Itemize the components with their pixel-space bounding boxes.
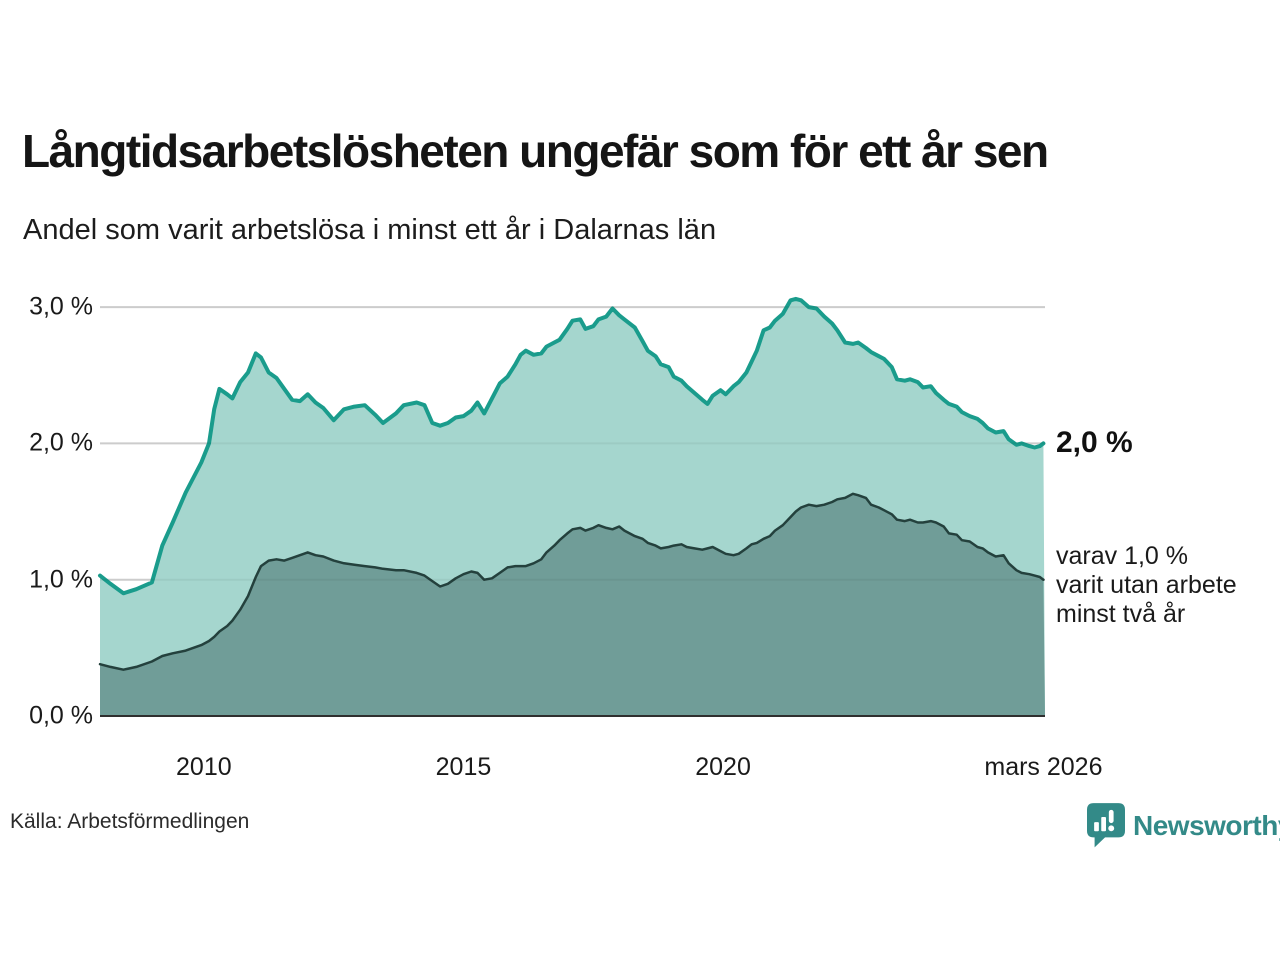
series2-annotation-line2: varit utan arbete [1056, 571, 1237, 599]
y-tick-label: 2,0 % [29, 428, 93, 457]
newsworthy-logo[interactable]: Newsworthy [1087, 803, 1280, 848]
series-1-line [98, 296, 1046, 596]
y-tick-label: 1,0 % [29, 565, 93, 594]
source-label: Källa: Arbetsförmedlingen [10, 810, 250, 833]
x-tick-label: mars 2026 [984, 753, 1103, 781]
x-tick-label: 2020 [695, 753, 751, 781]
y-tick-label: 0,0 % [29, 701, 93, 730]
series2-annotation-line3: minst två år [1056, 600, 1186, 628]
series2-annotation-line1: varav 1,0 % [1056, 542, 1189, 570]
page-subtitle: Andel som varit arbetslösa i minst ett å… [23, 214, 717, 246]
series-2-line [98, 492, 1045, 671]
series-2-area [100, 493, 1045, 716]
newsworthy-logo-icon [1087, 803, 1125, 848]
x-tick-label: 2015 [435, 753, 492, 781]
page-title: Långtidsarbetslösheten ungefär som för e… [22, 125, 1049, 177]
newsworthy-logo-text: Newsworthy [1133, 809, 1280, 841]
x-tick-label: 2010 [176, 753, 232, 781]
y-tick-label: 3,0 % [29, 292, 93, 321]
series1-end-value-label: 2,0 % [1056, 426, 1133, 459]
series2-annotation: varav 1,0 % varit utan arbete minst två … [1056, 542, 1237, 629]
